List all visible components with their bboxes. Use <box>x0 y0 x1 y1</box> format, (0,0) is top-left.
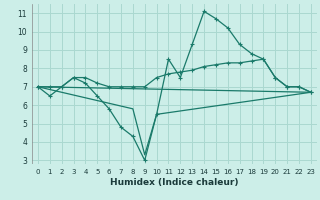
X-axis label: Humidex (Indice chaleur): Humidex (Indice chaleur) <box>110 178 239 187</box>
